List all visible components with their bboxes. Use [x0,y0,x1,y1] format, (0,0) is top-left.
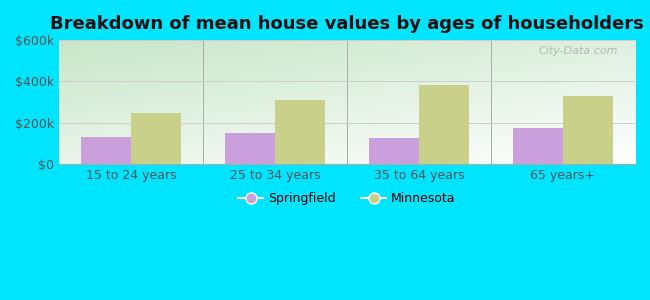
Text: City-Data.com: City-Data.com [538,46,617,56]
Legend: Springfield, Minnesota: Springfield, Minnesota [233,187,461,210]
Bar [81,137,131,164]
Bar [225,133,275,164]
Bar [419,85,469,164]
Bar [369,138,419,164]
Bar [131,112,181,164]
Bar [513,128,563,164]
Title: Breakdown of mean house values by ages of householders: Breakdown of mean house values by ages o… [50,15,644,33]
Bar [563,96,614,164]
Bar [275,100,326,164]
